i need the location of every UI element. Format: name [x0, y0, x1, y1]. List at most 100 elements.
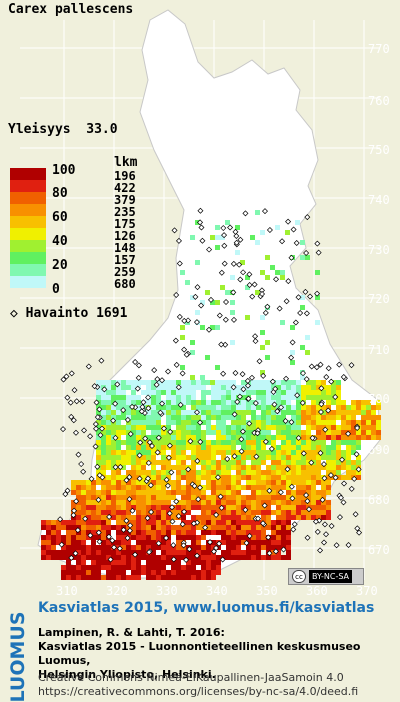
- abundance-cell: [101, 460, 106, 465]
- observation-marker: [299, 399, 306, 406]
- observation-marker: [151, 367, 158, 374]
- abundance-cell: [261, 490, 266, 495]
- abundance-cell: [286, 410, 291, 415]
- abundance-cell: [216, 490, 221, 495]
- abundance-cell: [286, 510, 291, 515]
- observation-marker: [282, 418, 289, 424]
- observation-marker: [348, 485, 355, 492]
- abundance-cell: [76, 515, 81, 520]
- abundance-cell: [171, 415, 176, 420]
- abundance-cell: [136, 455, 141, 460]
- abundance-cell: [180, 270, 185, 275]
- abundance-cell: [220, 235, 225, 240]
- abundance-cell: [281, 540, 286, 545]
- abundance-cell: [96, 445, 101, 450]
- abundance-cell: [286, 460, 291, 465]
- atlas-link[interactable]: Kasviatlas 2015, www.luomus.fi/kasviatla…: [38, 600, 375, 616]
- observation-marker: [63, 373, 70, 380]
- abundance-cell: [156, 505, 161, 510]
- abundance-cell: [246, 425, 251, 430]
- abundance-cell: [326, 500, 331, 505]
- abundance-cell: [266, 505, 271, 510]
- y-tick-label: 680: [368, 493, 390, 507]
- abundance-cell: [321, 430, 326, 435]
- abundance-cell: [291, 415, 296, 420]
- abundance-cell: [171, 550, 176, 555]
- observation-marker: [259, 290, 266, 297]
- abundance-cell: [121, 430, 126, 435]
- abundance-cell: [341, 450, 346, 455]
- abundance-cell: [231, 395, 236, 400]
- abundance-cell: [181, 405, 186, 410]
- abundance-cell: [166, 560, 171, 565]
- observation-marker: [144, 515, 151, 522]
- abundance-cell: [201, 440, 206, 445]
- abundance-cell: [266, 385, 271, 390]
- abundance-cell: [221, 415, 226, 420]
- abundance-cell: [221, 425, 226, 430]
- observation-marker: [94, 463, 101, 470]
- license-url[interactable]: https://creativecommons.org/licenses/by-…: [38, 685, 359, 698]
- abundance-cell: [216, 445, 221, 450]
- abundance-cell: [111, 505, 116, 510]
- abundance-cell: [241, 455, 246, 460]
- observation-marker: [290, 526, 297, 533]
- abundance-cell: [116, 470, 121, 475]
- abundance-cell: [296, 380, 301, 385]
- abundance-cell: [191, 550, 196, 555]
- abundance-cell: [366, 410, 371, 415]
- abundance-cell: [331, 450, 336, 455]
- abundance-cell: [181, 420, 186, 425]
- observation-marker: [146, 549, 153, 556]
- observation-marker: [112, 400, 119, 407]
- legend-swatch: [10, 264, 46, 276]
- abundance-cell: [241, 530, 246, 535]
- abundance-cell: [286, 385, 291, 390]
- abundance-cell: [326, 400, 331, 405]
- abundance-cell: [161, 480, 166, 485]
- abundance-cell: [186, 385, 191, 390]
- abundance-cell: [141, 415, 146, 420]
- abundance-cell: [206, 470, 211, 475]
- abundance-cell: [291, 480, 296, 485]
- abundance-cell: [211, 465, 216, 470]
- abundance-cell: [211, 415, 216, 420]
- abundance-cell: [186, 535, 191, 540]
- abundance-cell: [261, 400, 266, 405]
- abundance-cell: [96, 460, 101, 465]
- abundance-cell: [131, 400, 136, 405]
- abundance-cell: [111, 460, 116, 465]
- abundance-cell: [266, 415, 271, 420]
- abundance-cell: [276, 505, 281, 510]
- abundance-cell: [281, 395, 286, 400]
- abundance-cell: [246, 520, 251, 525]
- abundance-cell: [161, 565, 166, 570]
- abundance-cell: [251, 535, 256, 540]
- observation-marker: [137, 439, 144, 446]
- abundance-cell: [156, 545, 161, 550]
- abundance-cell: [256, 380, 261, 385]
- observation-marker: [236, 261, 243, 268]
- abundance-cell: [201, 405, 206, 410]
- abundance-cell: [241, 540, 246, 545]
- abundance-cell: [336, 400, 341, 405]
- abundance-cell: [96, 470, 101, 475]
- abundance-cell: [276, 380, 281, 385]
- observation-marker: [288, 354, 295, 361]
- abundance-cell: [221, 500, 226, 505]
- abundance-cell: [111, 430, 116, 435]
- abundance-cell: [111, 455, 116, 460]
- abundance-cell: [151, 470, 156, 475]
- observation-marker: [354, 525, 361, 532]
- observation-marker: [288, 254, 295, 261]
- abundance-cell: [131, 385, 136, 390]
- abundance-cell: [326, 455, 331, 460]
- abundance-cell: [196, 570, 201, 575]
- abundance-cell: [266, 465, 271, 470]
- observation-marker: [233, 239, 240, 246]
- abundance-cell: [146, 555, 151, 560]
- abundance-cell: [251, 455, 256, 460]
- abundance-cell: [251, 525, 256, 530]
- license-badge[interactable]: cc BY-NC-SA: [288, 568, 364, 585]
- abundance-cell: [231, 445, 236, 450]
